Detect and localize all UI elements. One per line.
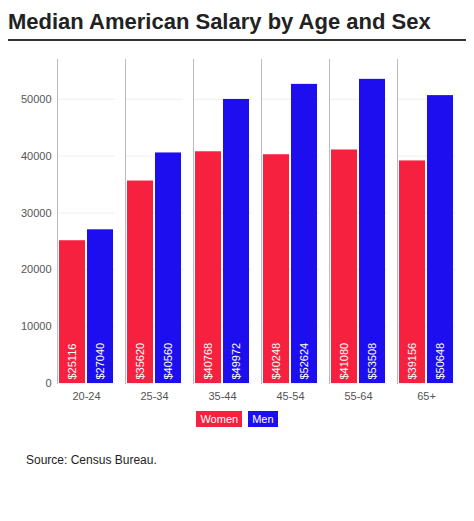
svg-text:55-64: 55-64 [344,390,372,402]
html-text:Median American Salary by Age: Median American Salary by Age and Sex [8,9,431,34]
svg-text:$25116: $25116 [66,344,78,380]
svg-text:10000: 10000 [21,320,52,332]
svg-text:20-24: 20-24 [72,390,100,402]
svg-text:25-34: 25-34 [140,390,168,402]
svg-text:$53508: $53508 [366,343,378,380]
svg-text:$40768: $40768 [202,343,214,380]
svg-text:$50648: $50648 [434,343,446,380]
svg-text:$27040: $27040 [94,343,106,380]
svg-text:35-44: 35-44 [208,390,236,402]
svg-text:$40248: $40248 [270,343,282,380]
svg-text:$40560: $40560 [162,343,174,380]
html-text:Source: Census Bureau.: Source: Census Bureau. [26,453,157,467]
svg-text:50000: 50000 [21,93,52,105]
svg-text:45-54: 45-54 [276,390,304,402]
svg-text:65+: 65+ [417,390,436,402]
svg-text:$35620: $35620 [134,343,146,380]
html-text:Men: Men [252,413,274,425]
svg-text:0: 0 [45,377,51,389]
svg-text:$52624: $52624 [298,343,310,380]
svg-text:20000: 20000 [21,263,52,275]
svg-text:$49972: $49972 [230,343,242,380]
svg-text:$41080: $41080 [338,343,350,380]
svg-text:$39156: $39156 [406,343,418,380]
svg-text:40000: 40000 [21,150,52,162]
html-text:Women: Women [200,413,239,425]
svg-text:30000: 30000 [21,206,52,218]
